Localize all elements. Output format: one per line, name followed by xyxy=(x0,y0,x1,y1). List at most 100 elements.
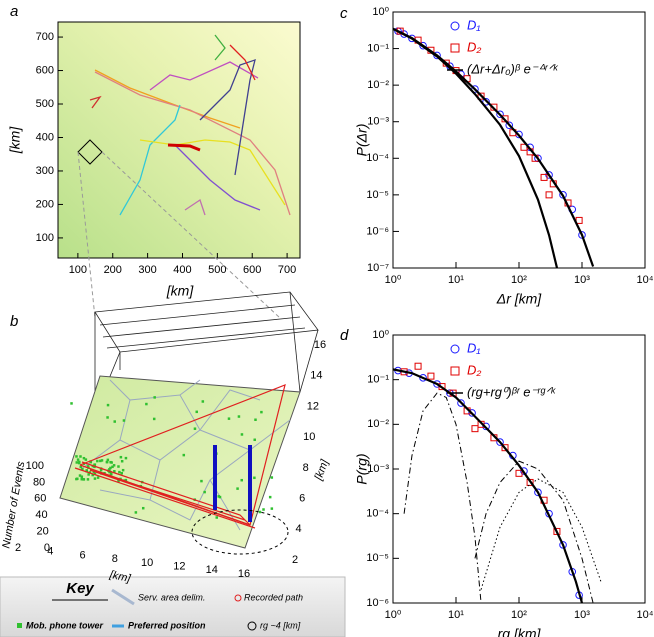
tower xyxy=(270,476,274,479)
legend-marker xyxy=(450,366,460,376)
data-point xyxy=(515,469,523,477)
tower xyxy=(79,455,82,458)
x-tick-label: 8 xyxy=(112,553,118,565)
tower xyxy=(86,465,90,468)
tower xyxy=(253,476,256,480)
tower xyxy=(117,479,120,483)
tower xyxy=(75,455,78,458)
x-tick-label: 300 xyxy=(138,264,156,276)
tower xyxy=(93,465,96,469)
key-icon xyxy=(234,594,242,602)
tower xyxy=(121,468,125,472)
zoom-box xyxy=(77,139,103,165)
legend-label: D₁ xyxy=(467,17,481,32)
y-tick-label: 10⁻¹ xyxy=(367,42,389,54)
plot-area xyxy=(392,362,602,604)
y-tick-label: 16 xyxy=(314,339,326,351)
tower xyxy=(91,473,94,477)
data-point xyxy=(482,422,490,431)
tower xyxy=(153,396,156,399)
tower xyxy=(78,474,82,477)
legend-marker xyxy=(450,21,460,31)
tower xyxy=(227,417,231,420)
x-tick-label: 10⁰ xyxy=(385,274,402,286)
x-tick-label: 10⁴ xyxy=(637,274,654,286)
y-tick-label: 8 xyxy=(303,462,309,474)
tower xyxy=(217,495,221,498)
x-tick-label: 100 xyxy=(69,264,87,276)
tower xyxy=(111,465,114,469)
tower xyxy=(80,475,84,478)
x-tick-label: 10² xyxy=(511,609,527,621)
tower xyxy=(268,495,272,499)
key-item: Serv. area delim. xyxy=(138,592,205,602)
x-tick-label: 400 xyxy=(173,264,191,276)
data-point xyxy=(534,488,542,497)
y-tick-label: 10⁻³ xyxy=(367,463,389,475)
tower xyxy=(75,461,79,464)
preferred-bars xyxy=(213,445,252,522)
tower xyxy=(81,467,84,471)
x-tick-label: 10¹ xyxy=(448,609,464,621)
tower xyxy=(106,416,109,419)
x-tick-label: 16 xyxy=(238,568,250,580)
z-tick-label: 0 xyxy=(44,542,50,554)
tower xyxy=(193,427,197,430)
tower xyxy=(141,506,145,510)
y-tick-label: 6 xyxy=(299,492,305,504)
legend-label: (Δr+Δr₀)ᵝ e⁻ᐞʳᐟᵏ xyxy=(467,61,559,76)
tower xyxy=(253,438,256,442)
y-tick-label: 200 xyxy=(36,198,54,210)
tower xyxy=(195,410,198,414)
x-tick-label: 200 xyxy=(104,264,122,276)
data-point xyxy=(545,191,553,199)
key-item: Recorded path xyxy=(244,592,303,602)
tower xyxy=(145,402,148,406)
tower xyxy=(240,433,244,436)
fit-curve xyxy=(403,392,482,604)
data-point xyxy=(419,374,427,382)
radius-circle xyxy=(191,509,289,555)
tower xyxy=(86,478,90,481)
z-axis-label: Number of Events xyxy=(0,460,27,549)
z-tick-label: 80 xyxy=(33,476,45,488)
fit-curve xyxy=(480,478,602,590)
z-tick-label: 60 xyxy=(34,493,46,505)
tower xyxy=(96,459,99,463)
tower xyxy=(106,403,110,407)
tower xyxy=(215,516,219,519)
tower xyxy=(260,410,263,414)
z-tick-label: 20 xyxy=(37,526,49,538)
fit-curve xyxy=(392,27,558,268)
tower xyxy=(110,472,113,476)
tower xyxy=(203,490,206,494)
panel-label: b xyxy=(10,313,18,330)
x-tick-label: 6 xyxy=(80,549,86,561)
y-tick-label: 4 xyxy=(296,523,302,535)
y-tick-label: 10⁻³ xyxy=(367,116,389,128)
tower xyxy=(119,455,123,459)
tower xyxy=(236,487,239,490)
x-tick-label: 10² xyxy=(511,274,527,286)
panel-label: d xyxy=(340,327,349,344)
y-tick-label: 10⁻¹ xyxy=(367,374,389,386)
tower xyxy=(109,460,112,464)
recorded-path xyxy=(74,384,286,529)
tower xyxy=(262,508,265,511)
y-axis-label: [km] xyxy=(7,126,23,155)
z-tick-label: 40 xyxy=(35,509,47,521)
y-tick-label: 400 xyxy=(36,131,54,143)
tower xyxy=(108,468,111,471)
x-tick-label: 10⁰ xyxy=(385,609,402,621)
key-item: rg ~4 [km] xyxy=(260,620,301,630)
data-point xyxy=(505,121,514,130)
tower xyxy=(254,418,257,421)
tower xyxy=(93,477,97,480)
tower xyxy=(84,458,88,461)
tower xyxy=(105,460,109,464)
tower xyxy=(93,463,96,467)
y-tick-label: 10⁻⁷ xyxy=(367,262,389,274)
x-tick-label: 10⁴ xyxy=(637,609,654,621)
y-tick-label: 10⁻² xyxy=(367,418,389,430)
